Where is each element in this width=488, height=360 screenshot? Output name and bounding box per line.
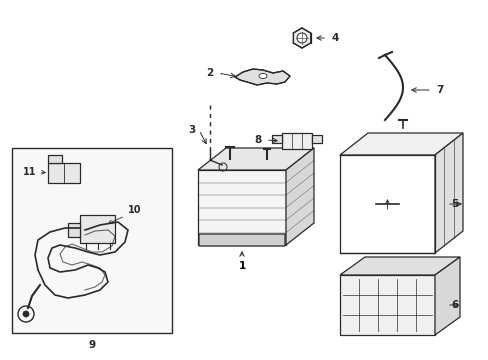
Polygon shape <box>235 69 289 85</box>
Polygon shape <box>434 257 459 335</box>
Text: 9: 9 <box>88 340 95 350</box>
Bar <box>339 275 434 335</box>
Bar <box>68 223 80 237</box>
Polygon shape <box>293 28 310 48</box>
Ellipse shape <box>259 73 266 78</box>
Text: 4: 4 <box>331 33 338 43</box>
Text: 8: 8 <box>254 135 261 145</box>
Text: 7: 7 <box>435 85 443 95</box>
Text: 1: 1 <box>238 252 245 271</box>
Bar <box>48 163 80 183</box>
Bar <box>271 135 282 143</box>
Text: 11: 11 <box>23 167 37 177</box>
Polygon shape <box>198 148 313 170</box>
Polygon shape <box>285 148 313 245</box>
Bar <box>198 170 285 245</box>
FancyBboxPatch shape <box>199 234 285 246</box>
Circle shape <box>23 311 29 317</box>
Polygon shape <box>339 133 462 155</box>
Bar <box>80 215 115 243</box>
Polygon shape <box>434 133 462 253</box>
Polygon shape <box>339 257 459 275</box>
Text: 3: 3 <box>188 125 195 135</box>
Bar <box>311 135 321 143</box>
Text: 10: 10 <box>128 205 142 215</box>
Circle shape <box>296 33 306 43</box>
Text: 6: 6 <box>450 300 458 310</box>
Bar <box>282 133 311 149</box>
Bar <box>48 155 62 163</box>
Text: 5: 5 <box>450 199 458 209</box>
Bar <box>12 148 172 333</box>
Text: 2: 2 <box>206 68 213 78</box>
